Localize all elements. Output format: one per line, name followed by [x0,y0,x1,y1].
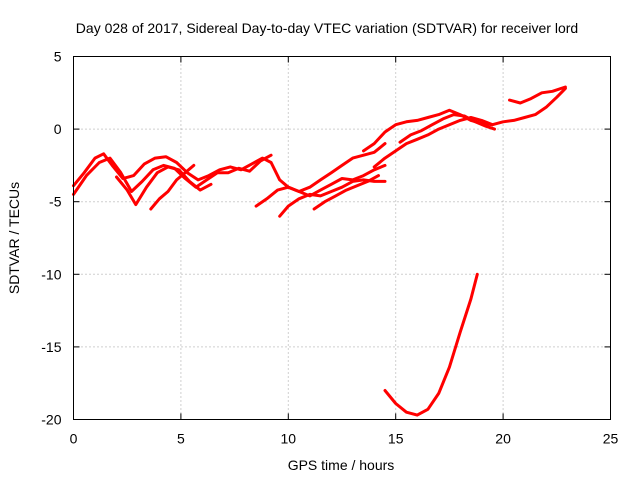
series-arc-9 [372,116,494,169]
x-tick-label: 20 [495,431,511,447]
x-axis: 0 5 10 15 20 25 [70,56,619,447]
x-axis-label: GPS time / hours [288,457,395,473]
plot-frame [73,56,611,420]
x-tick-label: 15 [388,431,404,447]
y-axis: 5 0 -5 -10 -15 -20 [41,49,611,428]
y-tick-label: 5 [54,49,62,65]
series-arc-3 [115,165,213,207]
series-arc-5 [254,163,387,208]
y-tick-label: -15 [41,339,61,355]
series-arc-4 [149,163,196,211]
x-tick-label: 10 [281,431,297,447]
series-arc-7 [312,174,380,211]
x-tick-label: 0 [70,431,78,447]
y-axis-label: SDTVAR / TECUs [6,182,22,294]
data-series [72,85,567,417]
series-arc-12 [383,272,479,417]
series-arc-10 [398,113,496,144]
series-arc-11 [508,85,567,105]
chart-title: Day 028 of 2017, Sidereal Day-to-day VTE… [76,20,578,36]
grid [73,56,611,420]
x-tick-label: 25 [603,431,619,447]
y-tick-label: -5 [49,194,62,210]
y-tick-label: 0 [54,121,62,137]
y-tick-label: -10 [41,266,61,282]
x-tick-label: 5 [177,431,185,447]
y-tick-label: -20 [41,412,61,428]
